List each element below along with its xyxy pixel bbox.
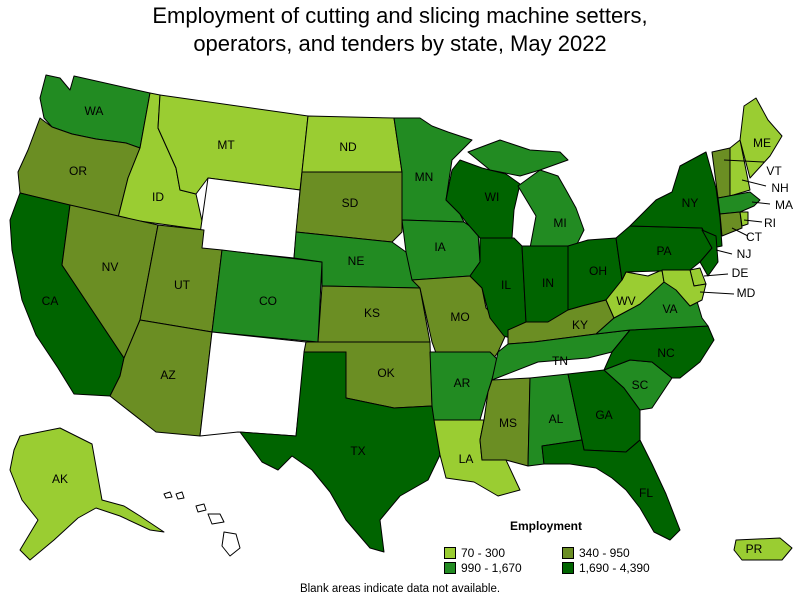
label-AZ: AZ xyxy=(160,368,175,382)
label-WV: WV xyxy=(616,294,635,308)
state-WY[interactable] xyxy=(197,177,301,259)
state-TX[interactable] xyxy=(239,351,441,553)
state-IL[interactable] xyxy=(469,237,527,341)
state-NH[interactable] xyxy=(729,139,751,197)
state-HI[interactable] xyxy=(163,491,241,557)
legend-item-2: 340 - 950 xyxy=(562,546,630,560)
label-VT: VT xyxy=(766,164,782,178)
map-title: Employment of cutting and slicing machin… xyxy=(0,2,800,58)
label-WI: WI xyxy=(485,190,500,204)
label-AR: AR xyxy=(454,376,471,390)
label-WA: WA xyxy=(85,104,104,118)
legend-swatch-4 xyxy=(562,562,574,574)
legend-item-4: 1,690 - 4,390 xyxy=(562,561,650,575)
label-KS: KS xyxy=(364,306,380,320)
label-MD: MD xyxy=(737,286,756,300)
label-ND: ND xyxy=(339,140,357,154)
label-MS: MS xyxy=(499,416,517,430)
label-IN: IN xyxy=(542,276,554,290)
label-PA: PA xyxy=(656,244,671,258)
state-AK[interactable] xyxy=(9,427,165,561)
label-KY: KY xyxy=(572,318,588,332)
label-CA: CA xyxy=(42,294,59,308)
legend-swatch-1 xyxy=(444,547,456,559)
label-OH: OH xyxy=(589,264,607,278)
title-line-1: Employment of cutting and slicing machin… xyxy=(152,3,648,28)
label-LA: LA xyxy=(459,452,474,466)
state-MI[interactable] xyxy=(517,169,585,249)
label-AL: AL xyxy=(549,412,564,426)
legend-swatch-3 xyxy=(444,562,456,574)
state-FL[interactable] xyxy=(541,439,681,541)
label-AK: AK xyxy=(52,472,68,486)
legend-item-1: 70 - 300 xyxy=(444,546,505,560)
footnote: Blank areas indicate data not available. xyxy=(299,583,501,595)
legend-label-3: 990 - 1,670 xyxy=(461,561,522,575)
label-OK: OK xyxy=(377,366,394,380)
label-IL: IL xyxy=(501,278,511,292)
label-TX: TX xyxy=(350,444,365,458)
label-FL: FL xyxy=(639,486,653,500)
state-MI-upper[interactable] xyxy=(467,139,569,177)
label-OR: OR xyxy=(69,164,87,178)
label-NH: NH xyxy=(771,181,788,195)
label-UT: UT xyxy=(174,278,191,292)
label-PR: PR xyxy=(746,542,763,556)
label-NC: NC xyxy=(657,346,675,360)
state-ME[interactable] xyxy=(739,97,783,179)
legend-swatch-2 xyxy=(562,547,574,559)
territory-PR[interactable] xyxy=(733,537,793,561)
title-line-2: operators, and tenders by state, May 202… xyxy=(193,31,607,56)
label-MT: MT xyxy=(217,138,235,152)
label-NJ: NJ xyxy=(737,247,752,261)
legend-label-4: 1,690 - 4,390 xyxy=(579,561,650,575)
state-CT[interactable] xyxy=(719,211,743,237)
label-IA: IA xyxy=(434,240,445,254)
state-AR[interactable] xyxy=(429,351,499,421)
label-MA: MA xyxy=(775,198,793,212)
label-NV: NV xyxy=(102,260,119,274)
label-MN: MN xyxy=(415,170,434,184)
label-ID: ID xyxy=(152,190,164,204)
label-MI: MI xyxy=(553,216,566,230)
state-NM[interactable] xyxy=(199,331,307,437)
label-GA: GA xyxy=(595,408,612,422)
label-VA: VA xyxy=(662,302,677,316)
state-RI[interactable] xyxy=(739,211,749,227)
label-ME: ME xyxy=(753,136,771,150)
label-TN: TN xyxy=(552,354,568,368)
state-SD[interactable] xyxy=(295,171,403,243)
legend-label-1: 70 - 300 xyxy=(461,546,506,560)
label-CO: CO xyxy=(259,294,277,308)
label-RI: RI xyxy=(764,216,776,230)
label-NE: NE xyxy=(348,254,365,268)
state-MN[interactable] xyxy=(393,117,473,223)
label-MO: MO xyxy=(450,310,469,324)
label-NY: NY xyxy=(682,196,699,210)
legend-label-2: 340 - 950 xyxy=(579,546,630,560)
legend-item-3: 990 - 1,670 xyxy=(444,561,522,575)
label-CT: CT xyxy=(746,230,763,244)
label-SD: SD xyxy=(342,196,359,210)
legend-title: Employment xyxy=(510,519,583,533)
state-MD[interactable] xyxy=(661,269,707,307)
label-DE: DE xyxy=(732,266,749,280)
label-SC: SC xyxy=(632,378,649,392)
